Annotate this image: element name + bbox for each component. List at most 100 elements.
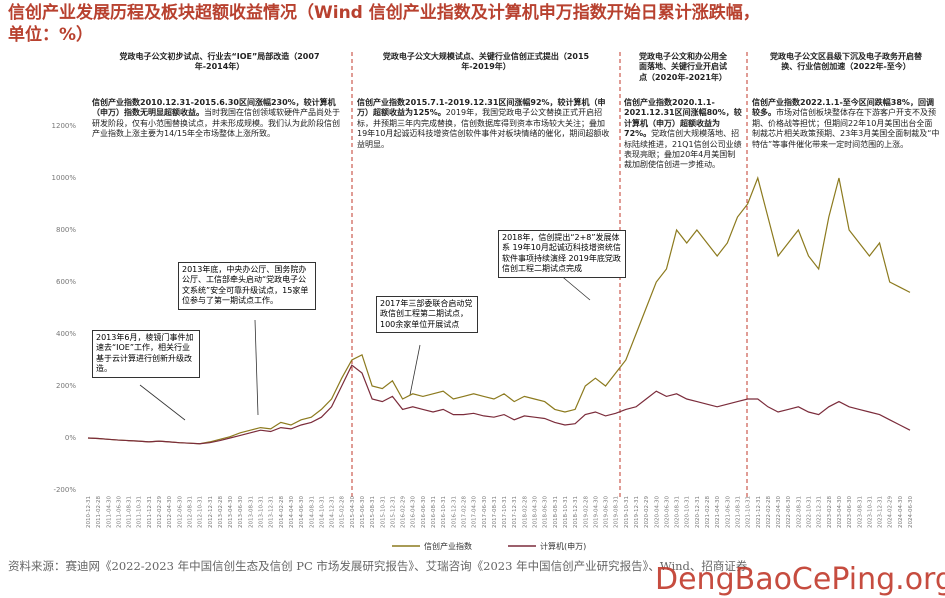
x-tick-label: 2013-06-30 <box>238 496 244 528</box>
x-tick-label: 2012-12-31 <box>208 496 214 528</box>
x-tick-label: 2022-12-31 <box>817 496 823 528</box>
x-tick-label: 2011-02-28 <box>96 496 102 528</box>
x-tick-label: 2013-10-31 <box>259 496 265 528</box>
x-tick-label: 2016-04-30 <box>411 496 417 528</box>
callout: 2013年6月，棱镜门事件加速去“IOE”工作，相关行业基于云计算进行创新升级改… <box>92 330 200 378</box>
x-tick-label: 2017-02-28 <box>461 496 467 528</box>
x-tick-label: 2020-08-31 <box>675 496 681 528</box>
x-tick-label: 2011-10-31 <box>137 496 143 528</box>
x-tick-label: 2010-12-31 <box>86 496 92 528</box>
phase-header: 党政电子公文区县级下沉及电子政务开启替换、行业信创加速（2022年-至今） <box>770 52 922 72</box>
legend-label: 计算机(申万) <box>540 541 586 551</box>
x-tick-label: 2020-06-30 <box>664 496 670 528</box>
y-tick-label: 1000% <box>52 174 77 182</box>
title: 信创产业发展历程及板块超额收益情况（Wind 信创产业指数及计算机申万指数开始日… <box>8 3 760 45</box>
phase-body: 信创产业指数2015.7.1-2019.12.31区间涨幅92%，较计算机（申万… <box>357 98 615 150</box>
x-tick-label: 2021-08-31 <box>735 496 741 528</box>
x-tick-label: 2022-10-31 <box>807 496 813 528</box>
x-tick-label: 2015-06-30 <box>360 496 366 528</box>
x-tick-label: 2020-10-31 <box>685 496 691 528</box>
x-tick-label: 2016-12-31 <box>451 496 457 528</box>
x-tick-label: 2019-12-31 <box>634 496 640 528</box>
x-tick-label: 2024-04-30 <box>898 496 904 528</box>
source: 资料来源：赛迪网《2022-2023 年中国信创生态及信创 PC 市场发展研究报… <box>8 559 748 573</box>
series-line <box>87 176 911 445</box>
x-tick-label: 2015-08-31 <box>370 496 376 528</box>
phase-lead: 信创产业指数2015.7.1-2019.12.31区间涨幅92%，较计算机（申万… <box>357 98 606 118</box>
x-tick-label: 2022-08-31 <box>796 496 802 528</box>
x-tick-label: 2017-12-31 <box>512 496 518 528</box>
x-tick-label: 2015-02-28 <box>340 496 346 528</box>
y-tick-label: 1200% <box>52 122 77 130</box>
x-tick-label: 2023-06-30 <box>847 496 853 528</box>
x-tick-label: 2013-04-30 <box>228 496 234 528</box>
x-tick-label: 2022-04-30 <box>776 496 782 528</box>
x-tick-label: 2021-04-30 <box>715 496 721 528</box>
x-tick-label: 2020-02-29 <box>644 496 650 528</box>
x-tick-label: 2012-08-31 <box>187 496 193 528</box>
x-tick-label: 2014-02-28 <box>279 496 285 528</box>
x-tick-label: 2016-02-29 <box>401 496 407 528</box>
x-tick-label: 2020-12-31 <box>695 496 701 528</box>
x-tick-label: 2016-06-30 <box>421 496 427 528</box>
y-tick-label: 600% <box>56 278 76 286</box>
y-tick-label: 800% <box>56 226 76 234</box>
x-tick-label: 2011-08-31 <box>127 496 133 528</box>
x-tick-label: 2024-06-30 <box>908 496 914 528</box>
x-tick-label: 2019-02-28 <box>583 496 589 528</box>
x-tick-label: 2015-12-31 <box>390 496 396 528</box>
x-tick-label: 2012-02-29 <box>157 496 163 528</box>
x-tick-label: 2017-04-30 <box>472 496 478 528</box>
x-tick-label: 2023-12-31 <box>878 496 884 528</box>
phase-text: 2019年，我国党政电子公文替换正式开启招标，并预期三年内完成替换，信创数据库得… <box>357 108 610 149</box>
x-tick-label: 2012-10-31 <box>198 496 204 528</box>
callout-arrow <box>139 384 186 421</box>
x-tick-label: 2022-06-30 <box>786 496 792 528</box>
x-tick-label: 2021-10-31 <box>746 496 752 528</box>
phase-lead: 信创产业指数2022.1.1-至今区间跌幅38%，回调较多。 <box>752 98 934 118</box>
x-tick-label: 2013-02-28 <box>218 496 224 528</box>
x-tick-label: 2012-04-30 <box>167 496 173 528</box>
x-tick-label: 2014-08-31 <box>309 496 315 528</box>
phase-header: 党政电子公文初步试点、行业去“IOE”局部改造（2007年-2014年） <box>119 52 320 72</box>
phase-lead: 信创产业指数2020.1.1-2021.12.31区间涨幅80%，较计算机（申万… <box>624 98 742 139</box>
x-tick-label: 2019-08-31 <box>614 496 620 528</box>
series-line <box>87 364 911 445</box>
callout: 2018年，信创提出“2+8”发展体系 19年10月起诚迈科技增资统信软件事项持… <box>498 230 626 278</box>
x-tick-label: 2023-10-31 <box>867 496 873 528</box>
phase-body: 信创产业指数2022.1.1-至今区间跌幅38%，回调较多。市场对信创板块整体存… <box>752 98 940 150</box>
x-tick-label: 2020-04-30 <box>654 496 660 528</box>
phase-text: 党政信创大规模落地、招标陆续推进，21Q1信创公司业绩表现亮眼；叠加20年4月美… <box>624 129 742 170</box>
x-tick-label: 2011-04-30 <box>106 496 112 528</box>
legend-label: 信创产业指数 <box>424 541 472 551</box>
x-tick-label: 2018-12-31 <box>573 496 579 528</box>
x-tick-label: 2014-12-31 <box>330 496 336 528</box>
x-tick-label: 2015-10-31 <box>380 496 386 528</box>
x-tick-label: 2017-06-30 <box>482 496 488 528</box>
x-tick-label: 2014-04-30 <box>289 496 295 528</box>
x-tick-label: 2024-02-29 <box>888 496 894 528</box>
callout: 2017年三部委联合启动党政信创工程第二期试点，100余家单位开展试点 <box>376 296 478 334</box>
x-tick-label: 2018-06-30 <box>543 496 549 528</box>
phase-text: 市场对信创板块整体存在下游客户开支不及预期、价格战等担忧；但期间22年10月美国… <box>752 108 940 149</box>
x-tick-label: 2012-06-30 <box>177 496 183 528</box>
phase-header: 党政电子公文和办公用全面落地、关键行业开启试点（2020年-2021年） <box>639 52 727 82</box>
x-tick-label: 2013-08-31 <box>248 496 254 528</box>
x-tick-label: 2016-10-31 <box>441 496 447 528</box>
x-tick-label: 2019-04-30 <box>593 496 599 528</box>
y-tick-label: 200% <box>56 382 76 390</box>
y-tick-label: 400% <box>56 330 76 338</box>
x-tick-label: 2018-08-31 <box>553 496 559 528</box>
phase-body: 信创产业指数2020.1.1-2021.12.31区间涨幅80%，较计算机（申万… <box>624 98 742 171</box>
y-tick-label: 0% <box>65 434 76 442</box>
x-tick-label: 2014-10-31 <box>319 496 325 528</box>
x-tick-label: 2013-12-31 <box>269 496 275 528</box>
x-tick-label: 2014-06-30 <box>299 496 305 528</box>
x-tick-label: 2015-04-30 <box>350 496 356 528</box>
x-tick-label: 2023-08-31 <box>857 496 863 528</box>
x-tick-label: 2018-02-28 <box>522 496 528 528</box>
x-tick-label: 2021-02-28 <box>705 496 711 528</box>
x-tick-label: 2022-02-28 <box>766 496 772 528</box>
